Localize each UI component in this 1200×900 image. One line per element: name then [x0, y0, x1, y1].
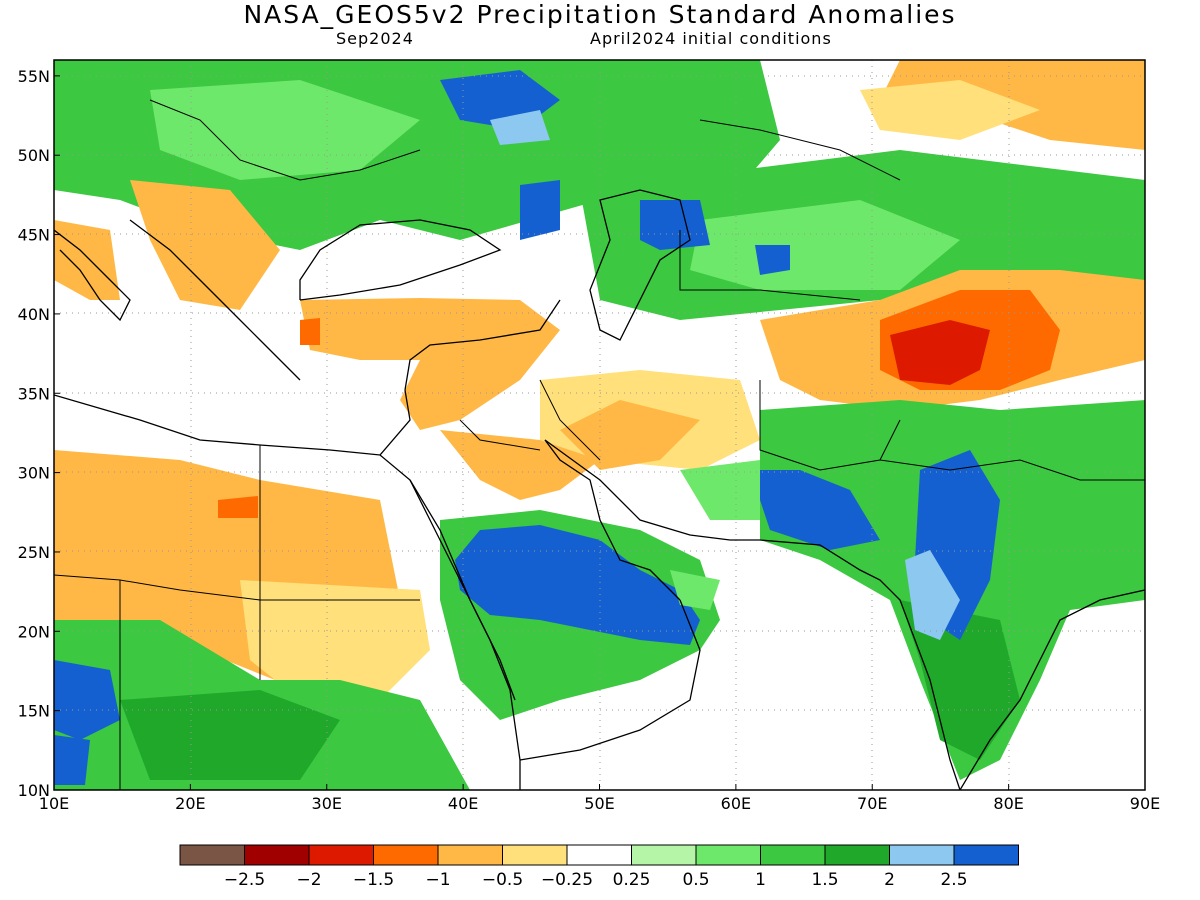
y-tick-label: 35N [18, 384, 50, 403]
x-tick-label: 10E [39, 794, 69, 813]
colorbar-label: −2 [296, 870, 321, 890]
westafrica-blue-2 [54, 735, 90, 785]
aral-blue [755, 245, 790, 275]
colorbar-swatch [631, 844, 697, 866]
colorbar-label: −1.5 [353, 870, 394, 890]
x-tick-label: 30E [312, 794, 342, 813]
anomaly-field [54, 60, 1145, 790]
europe-green-light [150, 80, 420, 180]
x-tick-label: 80E [993, 794, 1023, 813]
italy-orange [54, 220, 120, 300]
y-tick-label: 30N [18, 464, 50, 483]
x-tick-label: 20E [175, 794, 205, 813]
coastlines [54, 189, 1145, 790]
chad-red [218, 496, 258, 518]
colorbar-label: −2.5 [224, 870, 265, 890]
colorbar-swatch [953, 844, 1019, 866]
colorbar-label: −0.25 [541, 870, 593, 890]
pakistan-blue [750, 470, 880, 550]
arabia-orange [440, 430, 600, 500]
colorbar-label: 0.5 [682, 870, 709, 890]
colorbar-swatch [760, 844, 826, 866]
forecast-month: Sep2024 [336, 29, 414, 48]
y-tick-label: 55N [18, 67, 50, 86]
india-lightblue [905, 550, 960, 640]
colorbar-swatch [244, 844, 310, 866]
persian-orange [560, 400, 700, 470]
sahel-green-dark [120, 690, 340, 780]
y-tick-label: 50N [18, 146, 50, 165]
x-tick-label: 90E [1130, 794, 1160, 813]
arabia-blue [455, 525, 700, 645]
colorbar-swatch [179, 844, 245, 866]
map-title: NASA_GEOS5v2 Precipitation Standard Anom… [243, 0, 957, 29]
y-tick-label: 15N [18, 702, 50, 721]
turkey-orange [300, 298, 560, 430]
iran-green [680, 460, 760, 520]
x-tick-label: 40E [448, 794, 478, 813]
y-tick-label: 20N [18, 622, 50, 641]
y-tick-label: 10N [18, 781, 50, 800]
colorbar-label: −0.5 [482, 870, 523, 890]
colorbar-label: 0.25 [613, 870, 651, 890]
colorbar-label: 2.5 [940, 870, 967, 890]
india-dark [900, 600, 1020, 760]
colorbar-swatch [308, 844, 374, 866]
colorbar-label: 1 [755, 870, 766, 890]
colorbar: −2.5 −2 −1.5 −1 −0.5 −0.25 0.25 0.5 1 1.5 2 2.5 [179, 844, 1019, 890]
colorbar-swatch [566, 844, 632, 866]
borders [54, 99, 1145, 790]
y-tick-label: 45N [18, 226, 50, 245]
x-axis-ticks: 10E 20E 30E 40E 50E 60E 70E 80E 90E [39, 784, 1160, 813]
y-tick-label: 25N [18, 543, 50, 562]
caspian-blue [640, 200, 710, 250]
tibet-red [890, 320, 990, 385]
russia-yellow [860, 80, 1040, 140]
westafrica-blue [54, 660, 120, 740]
turkey-red [300, 318, 320, 345]
colorbar-swatch [889, 844, 955, 866]
colorbar-swatch [373, 844, 439, 866]
y-tick-label: 40N [18, 305, 50, 324]
colorbar-swatch [502, 844, 568, 866]
colorbar-swatch [437, 844, 503, 866]
colorbar-label: −1 [425, 870, 450, 890]
baltic-lightblue [490, 110, 550, 145]
y-axis-ticks: 55N 50N 45N 40N 35N 30N 25N 20N 15N 10N [18, 67, 60, 800]
balkans-orange [130, 180, 280, 310]
oman-green [670, 570, 720, 610]
x-tick-label: 60E [721, 794, 751, 813]
initial-conditions: April2024 initial conditions [590, 29, 832, 48]
central-asia-light [690, 200, 960, 290]
colorbar-swatch [824, 844, 890, 866]
blacksea-north-blue [520, 180, 560, 240]
x-tick-label: 50E [584, 794, 614, 813]
colorbar-label: 2 [884, 870, 895, 890]
colorbar-label: 1.5 [811, 870, 838, 890]
x-tick-label: 70E [857, 794, 887, 813]
sahel-yellow [240, 580, 430, 700]
colorbar-swatch [695, 844, 761, 866]
